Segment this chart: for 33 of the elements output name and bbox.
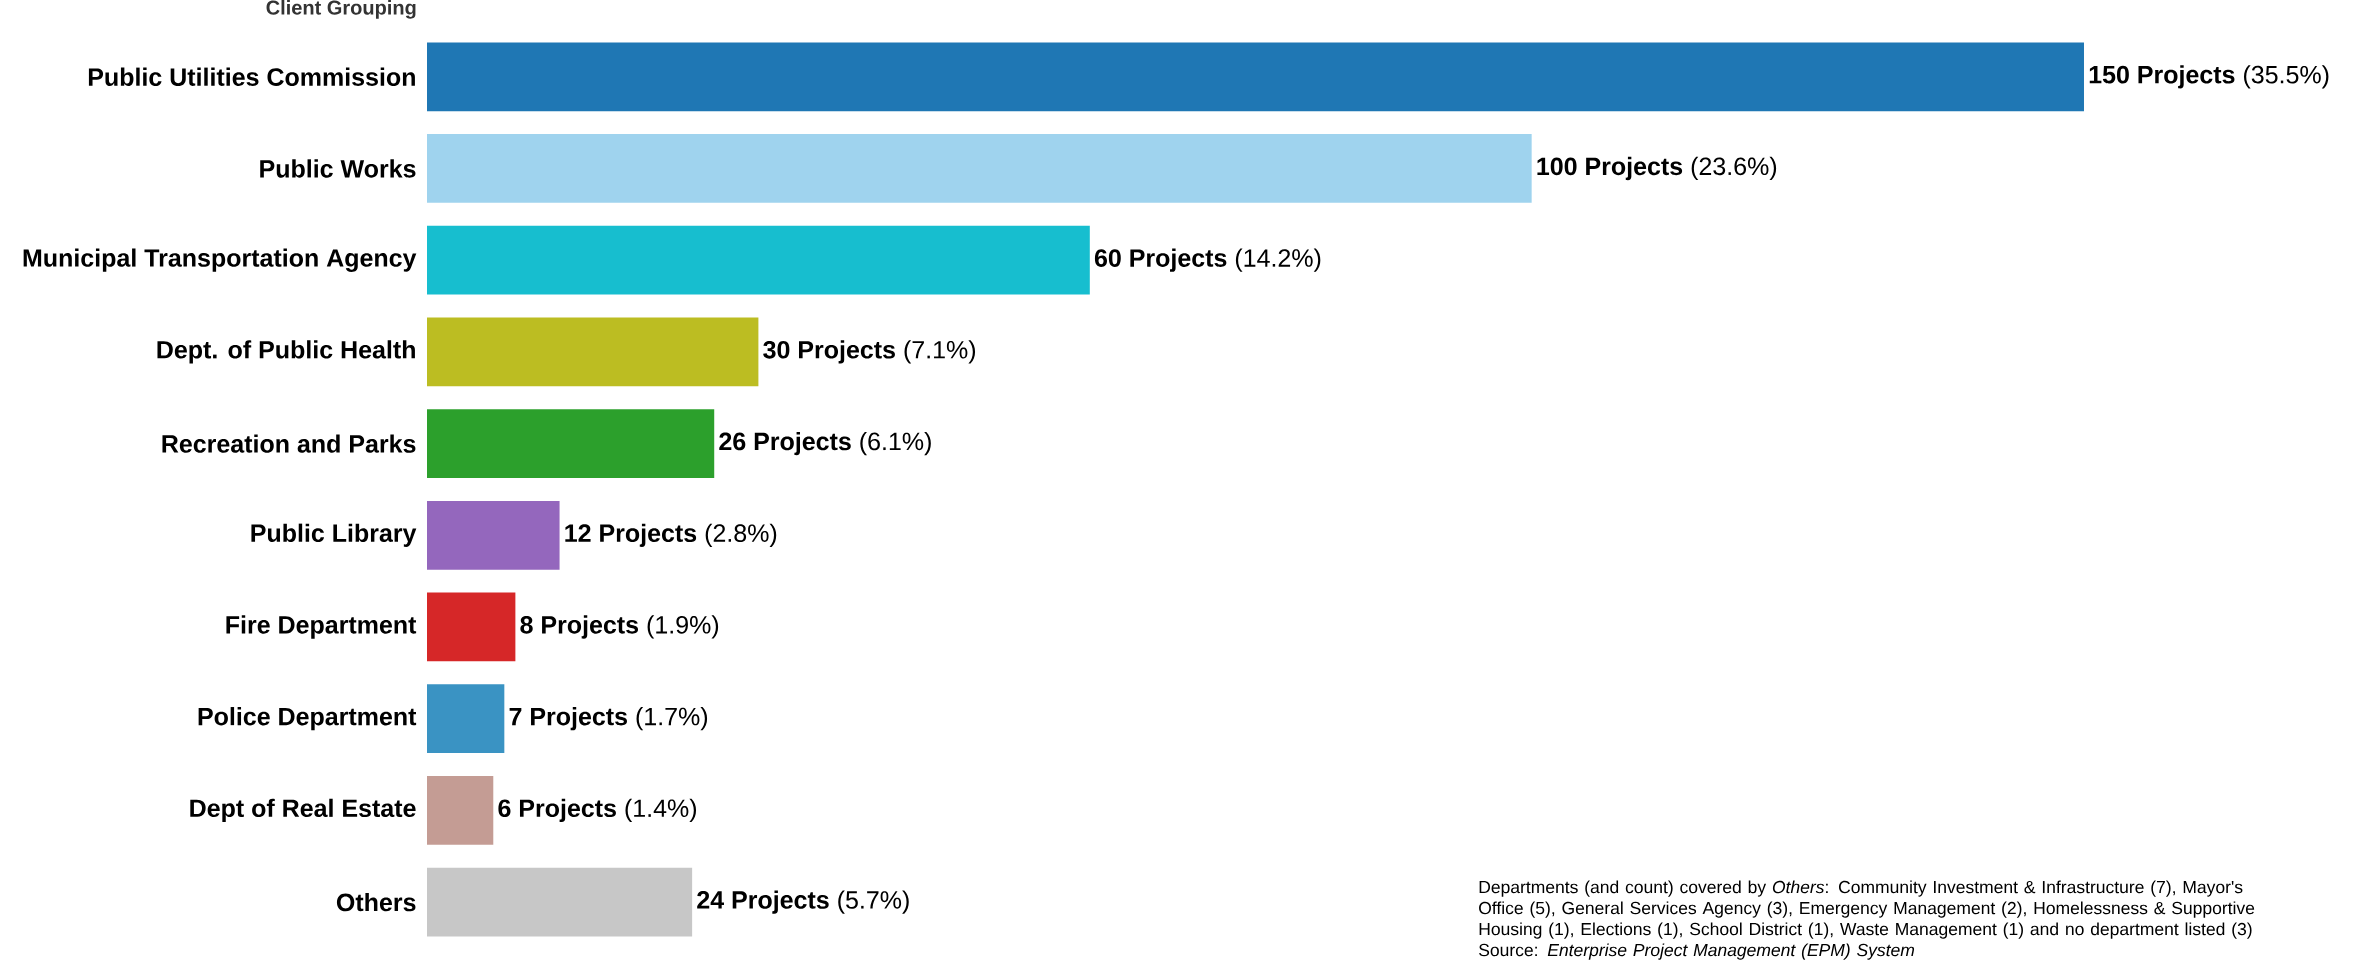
- y-tick-label: Dept of Real Estate: [190, 798, 416, 823]
- y-tick-label: Recreation and Parks: [162, 434, 416, 453]
- data-label: 12 Projects (2.8%): [565, 523, 777, 547]
- bar: [427, 684, 505, 754]
- bar: [427, 317, 759, 387]
- data-label: 30 Projects (7.1%): [763, 340, 976, 364]
- data-label: 6 Projects (1.4%): [498, 798, 697, 823]
- bar: [427, 134, 1532, 203]
- y-tick-label: Fire Department: [226, 615, 417, 639]
- y-tick-label: Public Works: [260, 159, 416, 178]
- bar: [427, 42, 2084, 112]
- data-label: 100 Projects (23.6%): [1537, 156, 1777, 181]
- data-label: 7 Projects (1.7%): [509, 707, 708, 731]
- annotation: Source: Enterprise Project Management (EPM) System: [1479, 943, 1915, 960]
- annotation: Departments (and count) covered by Others: Community Investment & Infrastructure (7), Mayor's Office (5), General Services Agency (3), Emergency Management (2), Homelessness & Supportive Housing (1), Elections (1), School District (1), Waste Management (1) and no department listed (3): [1479, 880, 2255, 939]
- y-tick-label: Others: [336, 892, 416, 912]
- data-label: 150 Projects (35.5%): [2089, 65, 2329, 89]
- data-label: 60 Projects (14.2%): [1094, 248, 1321, 272]
- bar: [427, 225, 1090, 295]
- y-tick-label: Police Department: [198, 707, 417, 731]
- y-axis-title: Client Grouping: [266, 0, 416, 19]
- bar: [427, 867, 693, 937]
- y-tick-label: Public Utilities Commission: [88, 67, 415, 86]
- data-label: 26 Projects (6.1%): [719, 431, 931, 456]
- bar: [427, 776, 494, 845]
- bar: [427, 500, 560, 570]
- data-label: 24 Projects (5.7%): [697, 890, 909, 914]
- y-tick-label: Municipal Transportation Agency: [23, 248, 417, 272]
- bar: [427, 592, 516, 662]
- y-tick-label: Dept. of Public Health: [157, 340, 415, 364]
- data-label: 8 Projects (1.9%): [520, 615, 719, 639]
- y-tick-label: Public Library: [251, 523, 417, 547]
- bar: [427, 409, 715, 478]
